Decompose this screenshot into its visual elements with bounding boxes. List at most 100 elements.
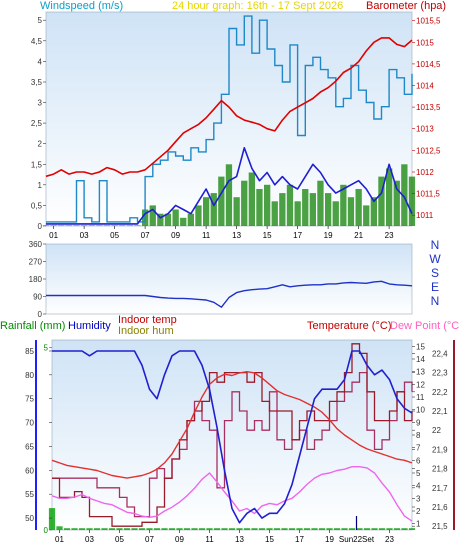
gust-line xyxy=(46,147,413,225)
rainfall-tick-label: 0 xyxy=(44,526,49,535)
windspeed-tick-label: 0 xyxy=(38,222,43,231)
temperature-tick-label: 9 xyxy=(416,418,421,427)
temperature-tick-label: 13 xyxy=(416,368,425,377)
direction-plot-area xyxy=(45,243,413,315)
rainfall-bar xyxy=(213,528,221,530)
rainfall-bar xyxy=(176,528,183,530)
rainfall-bar xyxy=(56,526,63,530)
bright-sun-bar xyxy=(111,225,118,226)
hour-tick-label: 17 xyxy=(295,535,304,544)
rainfall-bar xyxy=(108,528,116,530)
rainfall-bar xyxy=(206,528,213,530)
bright-sun-bar xyxy=(195,205,202,226)
sunset-annotation: Sun22Set xyxy=(339,535,375,544)
bright-sun-bar xyxy=(210,193,217,226)
indoor-temp-tick-label: 21,5 xyxy=(432,522,448,531)
barometer-tick-label: 1013,5 xyxy=(416,103,441,112)
barometer-tick-label: 1012,5 xyxy=(416,146,441,155)
hour-tick-label: 19 xyxy=(325,535,334,544)
indoor-temp-tick-label: 22,1 xyxy=(432,407,448,416)
rainfall-bar xyxy=(198,528,206,530)
indoor-temp-tick-label: 22 xyxy=(432,426,441,435)
bright-sun-bar xyxy=(378,176,385,226)
rainfall-bar xyxy=(71,528,78,530)
hour-tick-label: 01 xyxy=(49,231,58,240)
temperature-tick-label: 7 xyxy=(416,444,421,453)
bright-sun-bar xyxy=(401,164,408,226)
indoor-temp-tick-label: 22,2 xyxy=(432,388,448,397)
hour-tick-label: 11 xyxy=(202,231,211,240)
temperature-line xyxy=(51,371,413,479)
rainfall-bar xyxy=(236,528,243,530)
windspeed-tick-label: 4,5 xyxy=(31,37,43,46)
barometer-line xyxy=(45,37,413,178)
temperature-axis-label: Temperature (°C) xyxy=(307,320,392,332)
rainfall-bar xyxy=(363,528,371,530)
rainfall-bar xyxy=(318,528,326,530)
bright-sun-bar xyxy=(279,193,286,226)
bright-sun-bar xyxy=(119,225,126,226)
bright-sun-bar xyxy=(203,197,210,226)
direction-tick-label: 180 xyxy=(29,275,43,284)
bright-sun-bar xyxy=(50,225,57,226)
rainfall-bar xyxy=(326,528,333,530)
bright-sun-bar xyxy=(103,225,111,226)
indoor-temp-tick-label: 21,8 xyxy=(432,465,448,474)
rainfall-bar xyxy=(221,528,228,530)
rainfall-bar xyxy=(63,528,71,530)
temperature-tick-label: 4 xyxy=(416,482,421,491)
bright-sun-bar xyxy=(157,213,164,226)
direction-tick-label: 90 xyxy=(33,293,42,302)
rainfall-bar xyxy=(333,528,341,530)
rainfall-bar xyxy=(191,528,198,530)
temperature-tick-label: 1 xyxy=(416,520,421,529)
bright-sun-bar xyxy=(96,225,103,226)
rainfall-bar xyxy=(93,528,101,530)
bright-sun-bar xyxy=(340,184,347,226)
bright-sun-bar xyxy=(370,197,377,226)
temperature-tick-label: 11 xyxy=(416,393,425,402)
barometer-axis-label: Barometer (hpa) xyxy=(366,0,447,12)
indoor-temp-tick-label: 21,7 xyxy=(432,484,448,493)
rainfall-bar xyxy=(341,528,348,530)
temperature-tick-label: 3 xyxy=(416,494,421,503)
rainfall-bar xyxy=(228,528,236,530)
windspeed-tick-label: 3 xyxy=(38,99,43,108)
humidity-tick-label: 75 xyxy=(25,395,34,404)
rainfall-bar xyxy=(86,528,93,530)
humidity-axis-label: Humidity xyxy=(68,320,111,332)
bright-sun-bar xyxy=(73,225,80,226)
hour-tick-label: 03 xyxy=(80,231,89,240)
indoor-hum-legend-label: Indoor hum xyxy=(118,325,174,337)
bright-sun-bar xyxy=(294,201,301,226)
windspeed-tick-label: 1 xyxy=(38,181,43,190)
dewpoint-axis-label: Dew Point (°C) xyxy=(390,320,459,332)
rainfall-bar xyxy=(101,528,108,530)
wind-direction-line xyxy=(46,280,413,308)
rainfall-bar xyxy=(311,528,318,530)
humidity-line xyxy=(52,350,413,524)
humidity-tick-label: 65 xyxy=(25,443,34,452)
rainfall-bar xyxy=(296,528,303,530)
windspeed-tick-label: 0,5 xyxy=(31,201,43,210)
rainfall-bar xyxy=(183,528,191,530)
hour-tick-label: 07 xyxy=(141,231,150,240)
hour-tick-label: 15 xyxy=(265,535,274,544)
compass-letters: N W S E N xyxy=(428,238,442,308)
direction-tick-label: 270 xyxy=(29,258,43,267)
indoor-temp-tick-label: 21,9 xyxy=(432,445,448,454)
bright-sun-bar xyxy=(218,176,225,226)
rainfall-bar xyxy=(48,508,56,530)
humidity-tick-label: 60 xyxy=(25,466,34,475)
period-title: 24 hour graph: 16th - 17 Sept 2026 xyxy=(172,0,344,12)
windspeed-line xyxy=(46,15,413,223)
hour-tick-label: 11 xyxy=(205,535,214,544)
rainfall-bar xyxy=(251,528,258,530)
bright-sun-bar xyxy=(172,209,179,226)
barometer-tick-label: 1011 xyxy=(416,211,434,220)
compass-letter: W xyxy=(429,252,441,266)
hour-tick-label: 05 xyxy=(110,231,119,240)
rainfall-bar xyxy=(281,528,288,530)
barometer-tick-label: 1012 xyxy=(416,168,434,177)
bright-sun-bar xyxy=(286,184,294,226)
